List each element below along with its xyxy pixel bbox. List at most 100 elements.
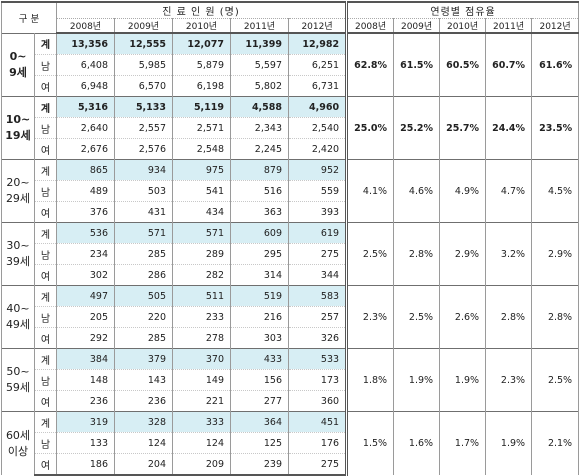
sex-label: 계	[34, 348, 57, 370]
share-value: 3.2%	[485, 222, 533, 286]
visit-count: 257	[287, 306, 348, 328]
visit-count: 2,245	[230, 138, 289, 160]
sex-label: 여	[34, 453, 57, 476]
sex-label: 계	[34, 285, 57, 307]
sex-label: 계	[34, 96, 57, 118]
share-header: 연령별 점유율	[345, 1, 580, 19]
visit-count: 952	[287, 159, 348, 181]
visit-count: 379	[114, 348, 173, 370]
visit-count: 360	[287, 390, 348, 412]
share-value: 1.9%	[393, 348, 441, 412]
visit-count: 2,548	[172, 138, 231, 160]
visit-count: 236	[114, 390, 173, 412]
share-value: 2.5%	[393, 285, 441, 349]
visit-count: 13,356	[56, 32, 115, 55]
visit-count: 344	[287, 264, 348, 286]
visit-count: 6,570	[114, 75, 173, 97]
sex-label: 남	[34, 54, 57, 76]
age-group-label: 30~ 39세	[1, 222, 35, 286]
visit-count: 124	[114, 432, 173, 454]
visit-count: 285	[114, 243, 173, 265]
table-row: 여 292 285 278 303 326	[2, 327, 579, 349]
visit-count: 516	[230, 180, 289, 202]
visit-count: 173	[287, 369, 348, 391]
share-value: 2.8%	[485, 285, 533, 349]
visit-count: 4,588	[230, 96, 289, 118]
visit-count: 5,597	[230, 54, 289, 76]
age-group-label: 0~ 9세	[1, 32, 35, 97]
visit-count: 12,555	[114, 32, 173, 55]
share-value: 1.9%	[439, 348, 487, 412]
visit-count: 2,640	[56, 117, 115, 139]
visit-count: 278	[172, 327, 231, 349]
share-value: 2.5%	[531, 348, 580, 412]
visit-count: 433	[230, 348, 289, 370]
total-row: 10~ 19세 계 5,316 5,133 5,119 4,588 4,960 25.0% 25.…	[1, 96, 580, 160]
visit-count: 431	[114, 201, 173, 223]
age-group-label: 20~ 29세	[1, 159, 35, 223]
visit-count: 559	[287, 180, 348, 202]
sex-label: 여	[34, 75, 57, 97]
visit-count: 393	[287, 201, 348, 223]
visit-count: 434	[172, 201, 231, 223]
visit-count: 6,198	[172, 75, 231, 97]
age-group-label: 50~ 59세	[1, 348, 35, 412]
total-row: 0~ 9세 계 13,356 12,555 12,077 11,399 12,982 62.8%…	[1, 32, 580, 97]
visit-count: 865	[56, 159, 115, 181]
sex-label: 여	[34, 390, 57, 412]
visit-count: 6,408	[56, 54, 115, 76]
visit-count: 6,251	[287, 54, 348, 76]
share-value: 1.5%	[345, 411, 395, 475]
visit-count: 511	[172, 285, 231, 307]
share-value: 2.9%	[531, 222, 580, 286]
visit-count: 12,982	[287, 32, 348, 55]
visit-count: 156	[230, 369, 289, 391]
sex-label: 여	[34, 264, 57, 286]
visit-count: 503	[114, 180, 173, 202]
visits-year-header: 2009년	[114, 18, 173, 34]
visit-count: 333	[172, 411, 231, 433]
visits-year-header: 2012년	[287, 18, 348, 34]
visit-count: 204	[114, 453, 173, 476]
visit-count: 148	[56, 369, 115, 391]
share-value: 2.5%	[345, 222, 395, 286]
visit-count: 364	[230, 411, 289, 433]
visits-year-header: 2008년	[56, 18, 115, 34]
visit-count: 221	[172, 390, 231, 412]
visit-count: 286	[114, 264, 173, 286]
visit-count: 149	[172, 369, 231, 391]
visit-count: 292	[56, 327, 115, 349]
visit-count: 619	[287, 222, 348, 244]
total-row: 20~ 29세 계 865 934 975 879 952 4.1% 4.6% 4.9% 4.7% 4.…	[1, 159, 580, 223]
share-value: 4.5%	[531, 159, 580, 223]
visit-count: 2,420	[287, 138, 348, 160]
share-value: 23.5%	[531, 96, 580, 160]
visits-year-header: 2011년	[230, 18, 289, 34]
visit-count: 275	[287, 453, 348, 476]
share-value: 25.0%	[345, 96, 395, 160]
share-value: 2.9%	[439, 222, 487, 286]
share-value: 1.7%	[439, 411, 487, 475]
visit-count: 451	[287, 411, 348, 433]
table-row: 남 6,408 5,985 5,879 5,597 6,251	[2, 54, 579, 76]
visit-count: 303	[230, 327, 289, 349]
visit-count: 124	[172, 432, 231, 454]
total-row: 50~ 59세 계 384 379 370 433 533 1.8% 1.9% 1.9% 2.3% 2.…	[1, 348, 580, 412]
share-value: 60.5%	[439, 32, 487, 97]
share-value: 25.2%	[393, 96, 441, 160]
visit-count: 879	[230, 159, 289, 181]
sex-label: 남	[34, 180, 57, 202]
share-value: 62.8%	[345, 32, 395, 97]
visit-count: 2,571	[172, 117, 231, 139]
visit-count: 609	[230, 222, 289, 244]
share-value: 4.7%	[485, 159, 533, 223]
share-year-header: 2011년	[485, 18, 533, 34]
sex-label: 여	[34, 327, 57, 349]
sex-label: 계	[34, 159, 57, 181]
visit-count: 363	[230, 201, 289, 223]
visit-count: 209	[172, 453, 231, 476]
visit-count: 505	[114, 285, 173, 307]
visit-count: 5,119	[172, 96, 231, 118]
share-value: 1.6%	[393, 411, 441, 475]
visit-count: 2,676	[56, 138, 115, 160]
